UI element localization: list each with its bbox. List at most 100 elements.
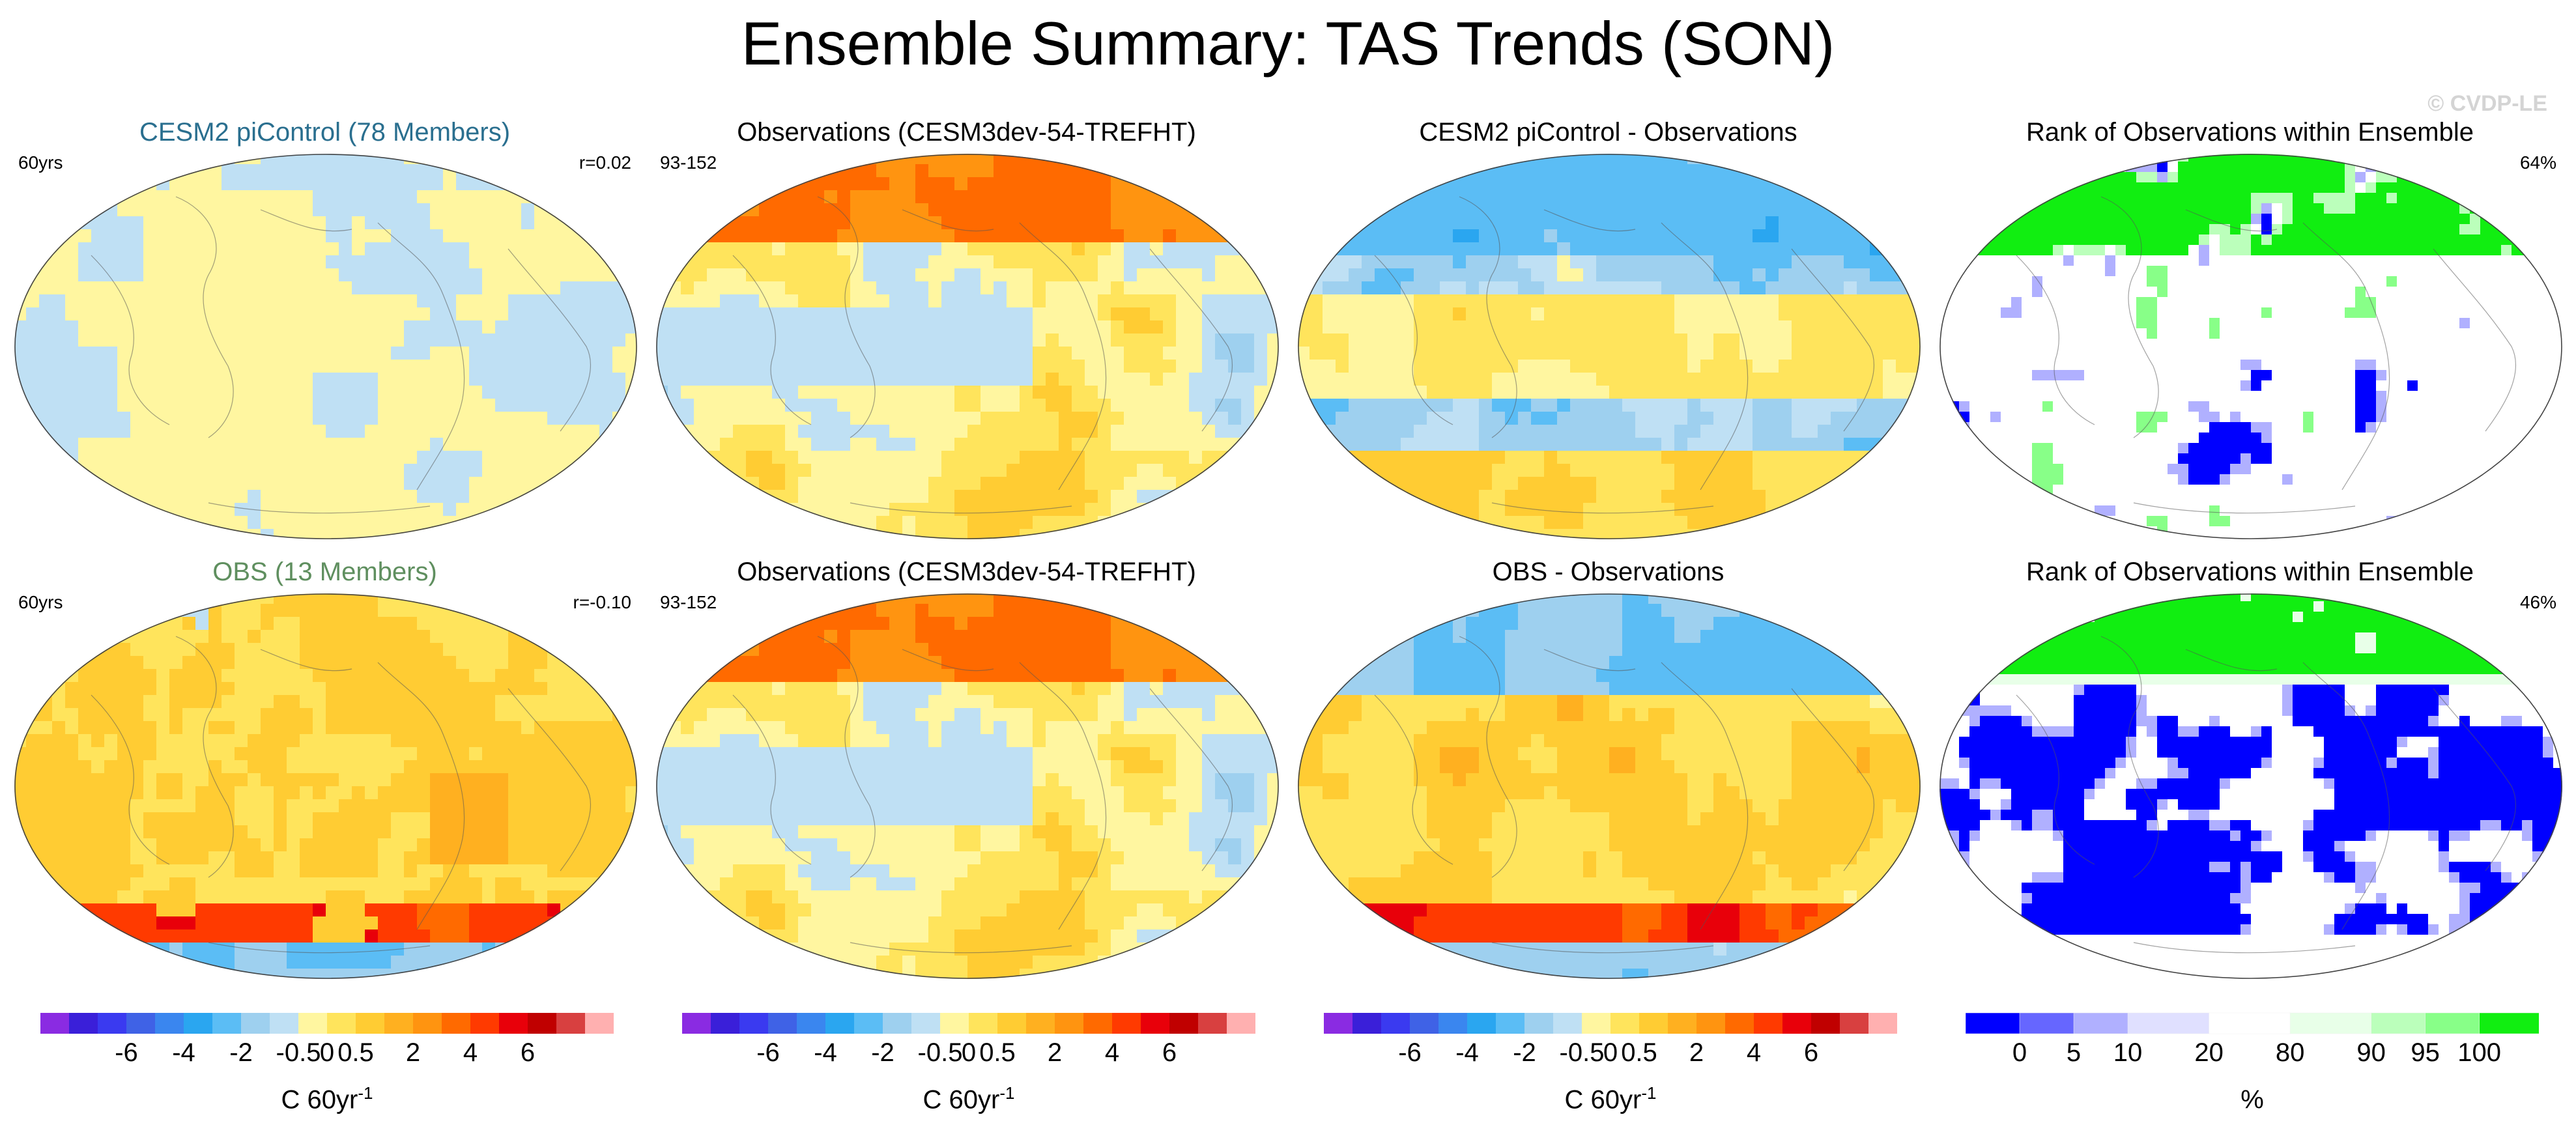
field-cell <box>430 503 444 517</box>
field-cell <box>1267 399 1279 412</box>
field-cell <box>850 177 864 191</box>
field-cell <box>1046 347 1059 360</box>
field-cell <box>1215 268 1229 282</box>
field-cell <box>798 386 812 399</box>
field-cell <box>2115 234 2126 246</box>
field-cell <box>599 399 613 412</box>
field-cell <box>2188 287 2199 298</box>
field-cell <box>1298 412 1310 425</box>
field-cell <box>1557 216 1571 230</box>
field-cell <box>2282 182 2293 193</box>
field-cell <box>1544 216 1558 230</box>
field-cell <box>915 477 929 490</box>
field-cell <box>182 255 196 269</box>
field-cell <box>14 360 27 373</box>
field-cell <box>169 216 183 230</box>
field-cell <box>2063 360 2074 371</box>
field-cell <box>1085 268 1098 282</box>
field-cell <box>1440 242 1453 256</box>
field-cell <box>902 164 916 178</box>
field-cell <box>1176 268 1190 282</box>
field-cell <box>2157 234 2168 246</box>
field-cell <box>1518 490 1532 504</box>
field-cell <box>915 216 929 230</box>
field-cell <box>2032 224 2043 235</box>
field-cell <box>1414 360 1427 373</box>
field-cell <box>811 255 825 269</box>
field-cell <box>2042 307 2054 319</box>
field-cell <box>1202 216 1216 230</box>
field-cell <box>1857 464 1870 477</box>
field-cell <box>1753 386 1766 399</box>
field-cell <box>156 386 170 399</box>
field-cell <box>508 373 522 386</box>
field-cell <box>2022 307 2033 319</box>
field-cell <box>889 268 903 282</box>
field-cell <box>169 438 183 451</box>
field-cell <box>1323 268 1336 282</box>
field-cell <box>313 294 326 308</box>
field-cell <box>954 242 968 256</box>
field-cell <box>889 490 903 504</box>
field-cell <box>1557 477 1571 490</box>
field-cell <box>1609 347 1623 360</box>
field-cell <box>1648 477 1662 490</box>
field-cell <box>2074 349 2085 360</box>
field-cell <box>443 242 457 256</box>
field-cell <box>1020 177 1033 191</box>
field-cell <box>469 347 483 360</box>
field-cell <box>573 216 587 230</box>
field-cell <box>1163 333 1177 347</box>
field-cell <box>2032 360 2043 371</box>
field-cell <box>2532 328 2543 339</box>
field-cell <box>1779 464 1792 477</box>
field-cell <box>733 268 747 282</box>
field-cell <box>1323 399 1336 412</box>
field-cell <box>378 399 392 412</box>
field-cell <box>1700 490 1714 504</box>
field-cell <box>2199 172 2210 183</box>
field-cell <box>326 347 339 360</box>
field-cell <box>2001 307 2012 319</box>
field-cell <box>2532 255 2543 266</box>
field-cell <box>2157 360 2168 371</box>
field-cell <box>287 281 300 295</box>
field-cell <box>326 320 339 334</box>
field-cell <box>850 360 864 373</box>
field-cell <box>182 438 196 451</box>
field-cell <box>261 438 274 451</box>
field-cell <box>482 242 496 256</box>
field-cell <box>2501 297 2512 308</box>
field-cell <box>2063 297 2074 308</box>
field-cell <box>417 268 431 282</box>
field-cell <box>1596 347 1610 360</box>
field-cell <box>287 516 300 530</box>
field-cell <box>1980 328 1991 339</box>
field-cell <box>2136 370 2147 381</box>
field-cell <box>1648 425 1662 438</box>
field-cell <box>1805 320 1818 334</box>
field-cell <box>2303 266 2314 277</box>
field-cell <box>2022 276 2033 287</box>
field-cell <box>2407 307 2418 319</box>
field-cell <box>1440 268 1453 282</box>
field-cell <box>2543 318 2554 329</box>
field-cell <box>1713 255 1727 269</box>
field-cell <box>1098 177 1111 191</box>
field-cell <box>1990 349 2001 360</box>
field-cell <box>1990 214 2001 225</box>
field-cell <box>78 464 92 477</box>
field-cell <box>2220 224 2231 235</box>
field-cell <box>1713 177 1727 191</box>
field-cell <box>1124 255 1138 269</box>
field-cell <box>785 268 799 282</box>
field-cell <box>2147 328 2158 339</box>
field-cell <box>1896 242 1910 256</box>
field-cell <box>2522 380 2533 391</box>
field-cell <box>2470 234 2481 246</box>
field-cell <box>1388 190 1401 204</box>
field-layer <box>656 154 1279 539</box>
field-cell <box>1949 391 1960 402</box>
field-cell <box>1596 490 1610 504</box>
field-cell <box>837 412 851 425</box>
